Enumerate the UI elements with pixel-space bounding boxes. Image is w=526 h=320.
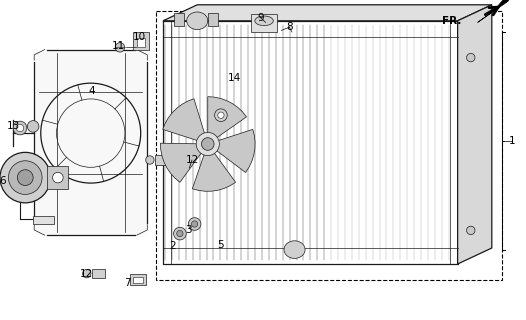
Polygon shape: [216, 129, 255, 172]
Text: 10: 10: [133, 32, 146, 42]
Circle shape: [53, 172, 63, 183]
Ellipse shape: [284, 241, 305, 259]
Circle shape: [8, 161, 42, 195]
Bar: [133, 32, 149, 50]
Text: 1: 1: [509, 136, 515, 146]
Circle shape: [0, 152, 50, 203]
Bar: [34, 50, 147, 235]
Circle shape: [146, 156, 154, 164]
Circle shape: [174, 227, 186, 240]
Bar: [130, 274, 146, 285]
Polygon shape: [160, 143, 201, 182]
Circle shape: [467, 53, 475, 62]
Circle shape: [188, 218, 201, 230]
Bar: [156, 11, 502, 280]
Polygon shape: [458, 5, 492, 264]
Text: 11: 11: [112, 41, 125, 52]
Circle shape: [218, 112, 224, 118]
Text: 13: 13: [6, 121, 20, 132]
Bar: [251, 14, 277, 32]
Ellipse shape: [255, 16, 273, 26]
Text: 14: 14: [227, 73, 241, 84]
Bar: [47, 166, 68, 189]
Polygon shape: [208, 97, 247, 138]
Text: 12: 12: [80, 268, 94, 279]
Bar: [33, 216, 54, 224]
Circle shape: [196, 132, 219, 156]
Circle shape: [115, 43, 125, 52]
Text: 9: 9: [257, 12, 264, 23]
Circle shape: [13, 121, 27, 135]
Polygon shape: [163, 5, 492, 21]
Text: 7: 7: [124, 278, 130, 288]
Circle shape: [201, 138, 214, 150]
Circle shape: [17, 170, 33, 186]
Bar: [92, 269, 105, 278]
Text: 5: 5: [218, 240, 224, 250]
Bar: [137, 38, 145, 47]
Text: 2: 2: [169, 241, 176, 252]
Bar: [174, 13, 184, 26]
Circle shape: [191, 221, 198, 227]
Circle shape: [16, 124, 24, 132]
Polygon shape: [163, 99, 205, 141]
Circle shape: [27, 121, 39, 132]
Text: 6: 6: [0, 176, 6, 186]
Bar: [208, 13, 218, 26]
Polygon shape: [193, 153, 236, 191]
Ellipse shape: [187, 12, 208, 30]
Bar: [133, 277, 143, 283]
Circle shape: [83, 269, 91, 278]
Polygon shape: [478, 0, 510, 22]
Text: FR.: FR.: [442, 16, 461, 26]
Text: 4: 4: [89, 86, 95, 96]
Circle shape: [467, 226, 475, 235]
Circle shape: [177, 230, 183, 237]
Text: 12: 12: [185, 155, 199, 165]
Text: 3: 3: [185, 225, 191, 236]
Circle shape: [215, 109, 227, 122]
Bar: [155, 155, 168, 165]
Text: 8: 8: [286, 22, 292, 32]
